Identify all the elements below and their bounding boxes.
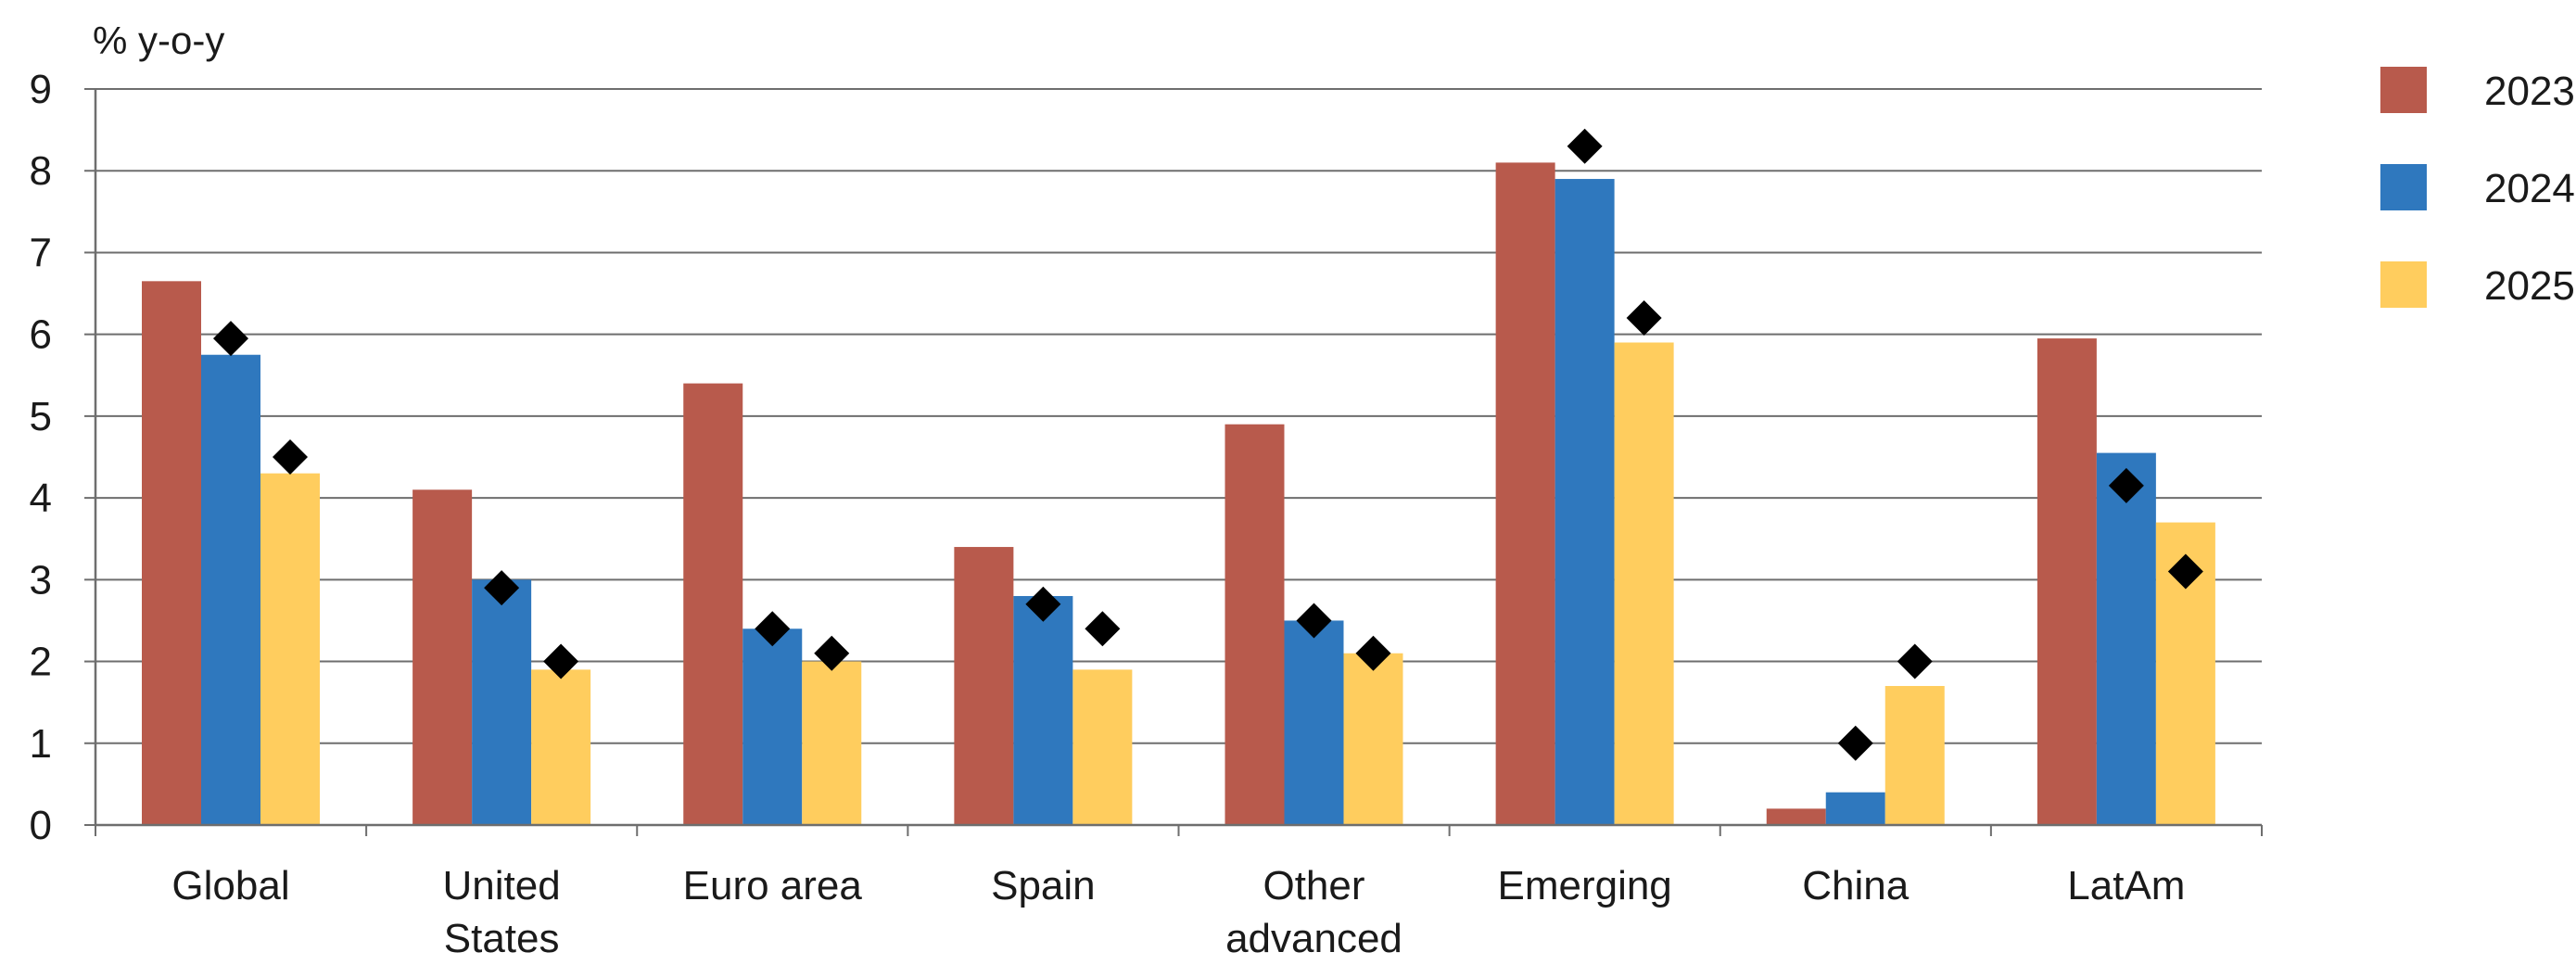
bar-2024 <box>472 579 532 825</box>
marker-diamond-2024 <box>755 611 791 647</box>
marker-diamond-2025 <box>1085 611 1121 647</box>
bar-2025 <box>1884 686 1945 825</box>
legend-label: 2025 <box>2484 263 2575 309</box>
marker-diamond-2024 <box>2108 467 2144 503</box>
x-category-label: Emerging <box>1497 863 1671 908</box>
bar-2023 <box>1495 162 1555 825</box>
y-unit-label: % y-o-y <box>93 19 224 62</box>
bar-2023 <box>683 383 743 825</box>
bar-2025 <box>1072 669 1133 825</box>
y-tick-label: 0 <box>30 803 52 848</box>
bar-2023 <box>142 281 201 825</box>
y-tick-label: 7 <box>30 230 52 275</box>
axes: 0 1 2 3 4 5 6 7 8 9 Global United States Euro area Spa… <box>30 67 2263 961</box>
legend-label: 2023 <box>2484 69 2575 114</box>
marker-diamond-2025 <box>814 635 850 671</box>
bar-2025 <box>1614 342 1674 825</box>
legend: 2023 2024 2025 <box>2380 67 2575 309</box>
marker-diamond-2024 <box>1837 725 1873 761</box>
bar-2024 <box>1554 179 1615 826</box>
marker-diamond-2024 <box>1296 603 1332 639</box>
bar-2025 <box>1343 653 1403 825</box>
y-tick-label: 2 <box>30 640 52 685</box>
markers <box>213 128 2203 761</box>
bar-2024 <box>742 629 803 825</box>
y-tick-label: 4 <box>30 476 52 521</box>
x-category-label: Global <box>171 863 289 908</box>
y-tick-label: 9 <box>30 67 52 112</box>
x-category-label: Other <box>1263 863 1364 908</box>
bar-2024 <box>1013 595 1073 825</box>
marker-diamond-2025 <box>543 643 579 679</box>
bar-2023 <box>2037 338 2097 826</box>
legend-swatch-2023 <box>2380 67 2427 113</box>
y-tick-label: 1 <box>30 721 52 767</box>
marker-diamond-2024 <box>484 570 520 606</box>
legend-swatch-2025 <box>2380 261 2427 308</box>
marker-diamond-2025 <box>1355 635 1391 671</box>
y-tick-label: 3 <box>30 557 52 603</box>
marker-diamond-2024 <box>213 321 248 357</box>
bars <box>142 162 2215 826</box>
bar-2023 <box>954 547 1014 825</box>
bar-2024 <box>2096 452 2156 825</box>
marker-diamond-2025 <box>273 439 308 475</box>
bar-2025 <box>531 669 591 825</box>
marker-diamond-2025 <box>1897 643 1933 679</box>
y-tick-label: 5 <box>30 394 52 439</box>
bar-2023 <box>1225 424 1285 825</box>
bar-2024 <box>1284 620 1344 825</box>
bar-2025 <box>260 473 320 825</box>
x-category-label: Euro area <box>683 863 863 908</box>
x-category-label: China <box>1802 863 1909 908</box>
y-tick-label: 6 <box>30 312 52 358</box>
x-category-label: States <box>444 916 560 960</box>
bar-2024 <box>1825 792 1885 825</box>
marker-diamond-2024 <box>1025 586 1061 622</box>
x-category-label: Spain <box>991 863 1096 908</box>
y-tick-label: 8 <box>30 148 52 194</box>
marker-diamond-2025 <box>2167 553 2203 590</box>
x-category-label: LatAm <box>2067 863 2185 908</box>
legend-label: 2024 <box>2484 166 2575 211</box>
legend-swatch-2024 <box>2380 164 2427 210</box>
marker-diamond-2025 <box>1626 300 1662 336</box>
marker-diamond-2024 <box>1567 128 1603 164</box>
bar-2023 <box>412 489 473 825</box>
x-category-label: advanced <box>1225 916 1402 960</box>
x-category-label: United <box>443 863 561 908</box>
bar-2024 <box>201 354 260 825</box>
bar-2025 <box>802 661 862 825</box>
bar-2023 <box>1766 808 1826 825</box>
